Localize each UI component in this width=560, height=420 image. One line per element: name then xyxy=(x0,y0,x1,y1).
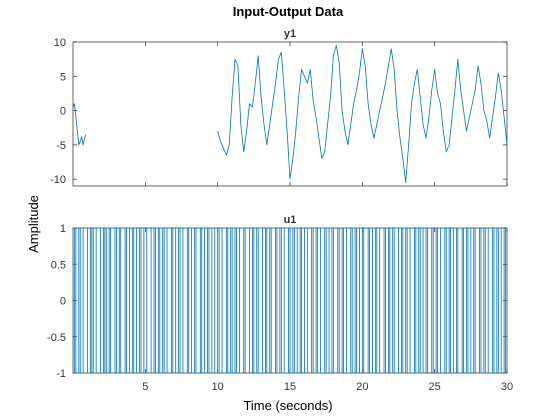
chart-title: Input-Output Data xyxy=(233,4,344,19)
y-axis-label: Amplitude xyxy=(26,195,41,253)
y-tick-label: -5 xyxy=(56,140,66,152)
x-tick-label: 25 xyxy=(429,381,441,393)
panel-title-u1: u1 xyxy=(284,214,297,226)
y-tick-label: -0.5 xyxy=(47,332,66,344)
axes-box-y1 xyxy=(72,41,508,187)
y-tick-label: 5 xyxy=(60,71,66,83)
panel-title-y1: y1 xyxy=(284,28,296,40)
y-tick-label: 10 xyxy=(54,37,66,49)
series-line-y1 xyxy=(73,103,87,146)
x-tick-label: 5 xyxy=(142,381,148,393)
y-tick-label: 0 xyxy=(60,106,66,118)
panels: y1 10 5 0 -5 -10 u1 1 0.5 0 -0.5 -1 5 10 15 20 25 30 xyxy=(47,28,513,393)
x-tick-label: 15 xyxy=(284,381,296,393)
series-line-y1 xyxy=(217,45,507,183)
y-tick-label: -1 xyxy=(56,368,66,380)
y-tick-label: 1 xyxy=(60,223,66,235)
panel-y1: y1 10 5 0 -5 -10 xyxy=(50,28,508,187)
panel-u1: u1 1 0.5 0 -0.5 -1 5 10 15 20 25 30 xyxy=(47,214,513,393)
y-tick-label: -10 xyxy=(50,174,66,186)
x-axis-label: Time (seconds) xyxy=(243,398,332,413)
x-tick-label: 10 xyxy=(212,381,224,393)
x-tick-label: 30 xyxy=(501,381,513,393)
y-tick-label: 0 xyxy=(60,296,66,308)
x-tick-label: 20 xyxy=(356,381,368,393)
y-tick-label: 0.5 xyxy=(51,259,66,271)
